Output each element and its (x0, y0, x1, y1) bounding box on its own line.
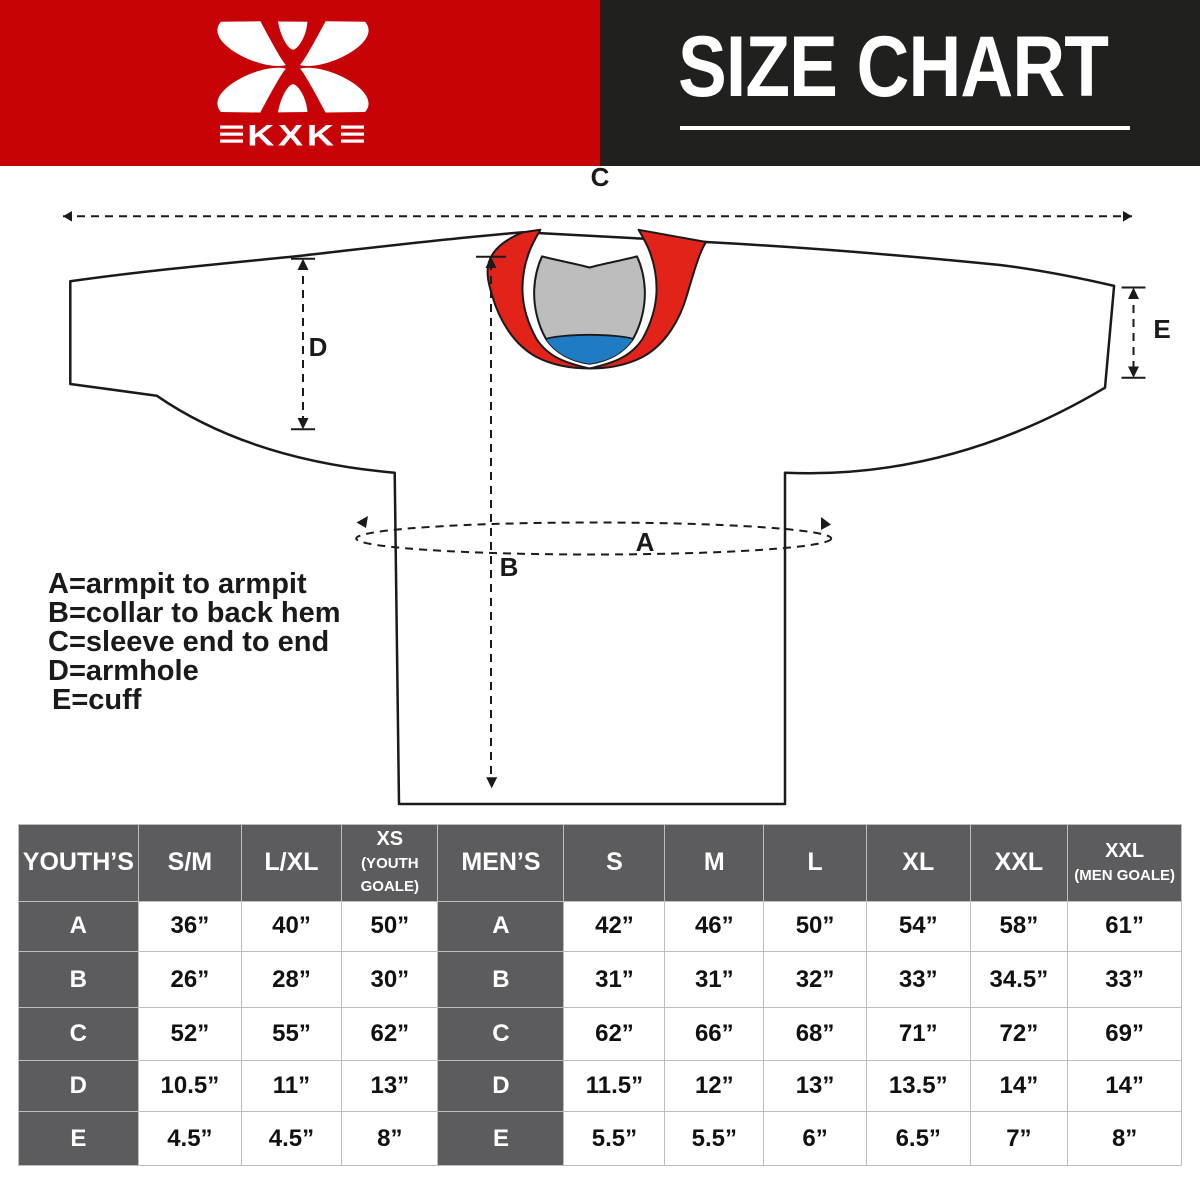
svg-text:E=cuff: E=cuff (52, 684, 142, 716)
svg-text:D: D (309, 332, 328, 362)
svg-text:A: A (636, 527, 655, 557)
svg-text:C: C (591, 162, 610, 192)
svg-text:B: B (500, 552, 519, 582)
svg-text:E: E (1153, 314, 1170, 344)
svg-text:B=collar to back hem: B=collar to back hem (48, 597, 341, 629)
svg-text:D=armhole: D=armhole (48, 655, 199, 687)
svg-text:A=armpit to armpit: A=armpit to armpit (48, 568, 307, 600)
svg-text:C=sleeve end to end: C=sleeve end to end (48, 626, 329, 658)
